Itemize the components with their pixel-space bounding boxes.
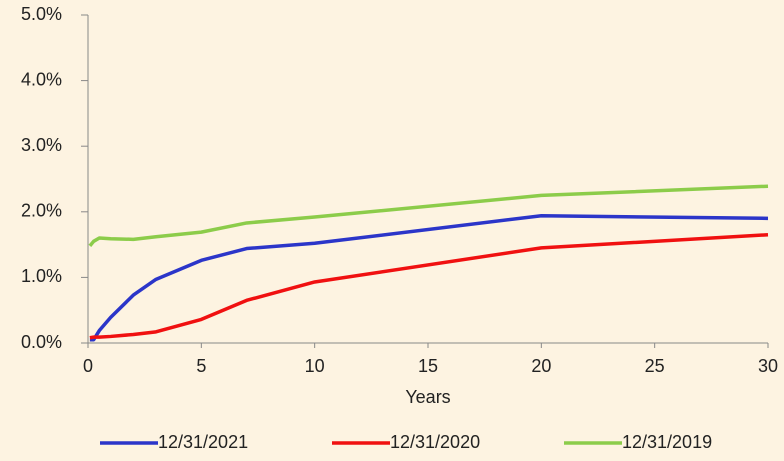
series-line xyxy=(88,184,769,248)
series-line xyxy=(89,233,769,340)
x-axis-label: Years xyxy=(405,387,450,407)
legend-label: 12/31/2019 xyxy=(622,432,712,452)
legend-label: 12/31/2020 xyxy=(390,432,480,452)
x-tick-label: 15 xyxy=(418,356,438,376)
y-tick-label: 5.0% xyxy=(21,4,62,24)
legend-label: 12/31/2021 xyxy=(158,432,248,452)
y-tick-label: 2.0% xyxy=(21,201,62,221)
x-tick-label: 20 xyxy=(531,356,551,376)
x-tick-label: 10 xyxy=(305,356,325,376)
y-tick-label: 0.0% xyxy=(21,332,62,352)
x-tick-label: 5 xyxy=(196,356,206,376)
x-tick-label: 30 xyxy=(758,356,778,376)
series-line xyxy=(89,213,769,342)
x-tick-label: 25 xyxy=(645,356,665,376)
y-tick-label: 4.0% xyxy=(21,69,62,89)
y-tick-label: 1.0% xyxy=(21,266,62,286)
y-tick-label: 3.0% xyxy=(21,135,62,155)
x-tick-label: 0 xyxy=(83,356,93,376)
